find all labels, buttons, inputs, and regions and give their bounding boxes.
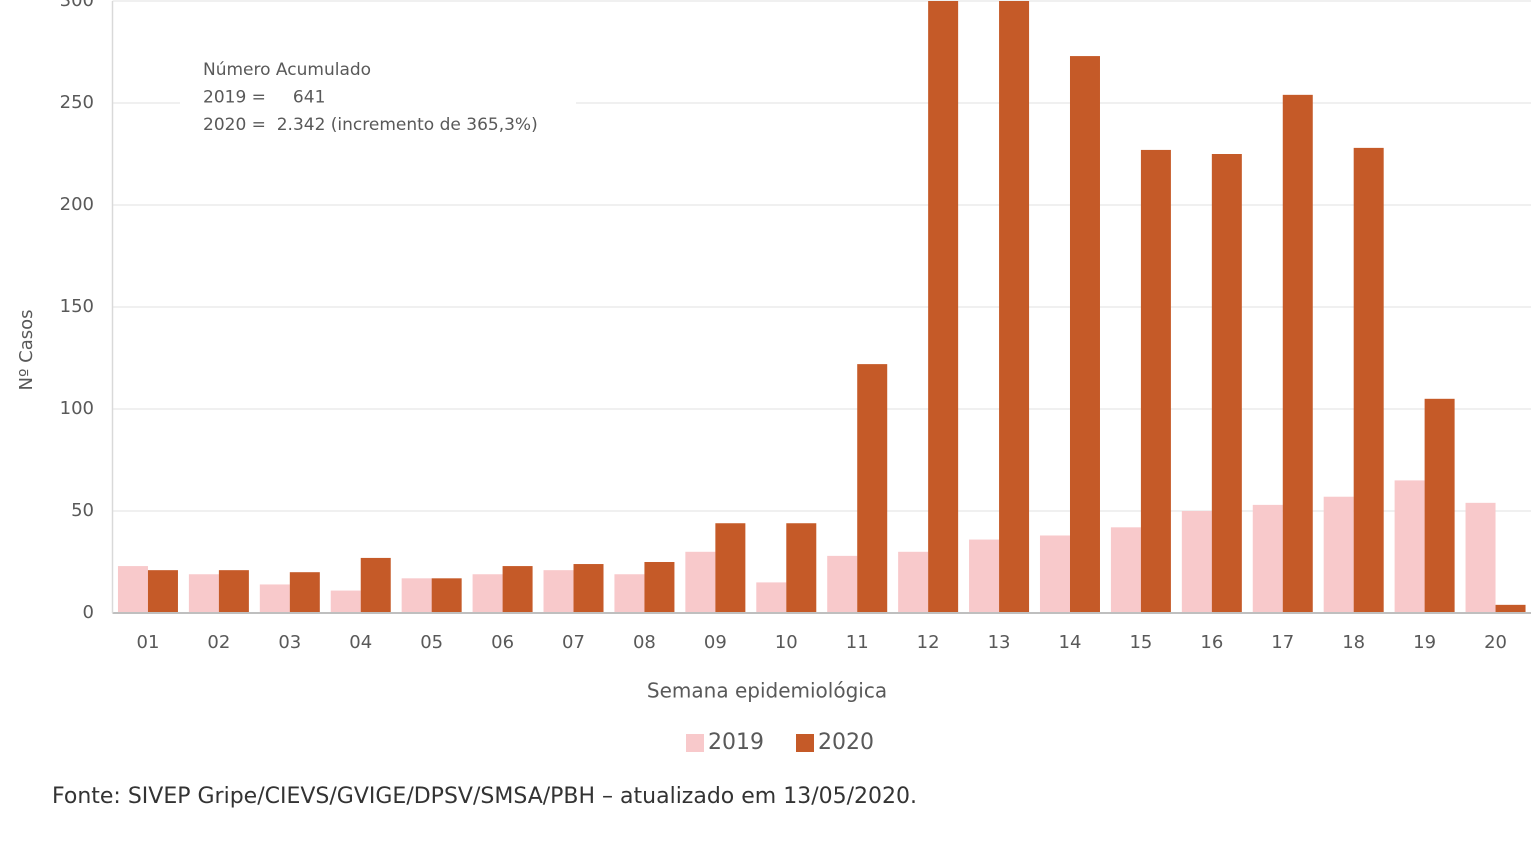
x-tick-label: 10 xyxy=(775,632,798,653)
x-tick-label: 06 xyxy=(491,632,514,653)
bar xyxy=(543,570,574,613)
bar xyxy=(715,523,746,613)
bar xyxy=(999,1,1030,613)
y-tick-label: 200 xyxy=(60,194,94,215)
bar xyxy=(1039,535,1070,613)
source: Fonte: SIVEP Gripe/CIEVS/GVIGE/DPSV/SMSA… xyxy=(52,784,917,809)
bar xyxy=(614,574,645,613)
bar xyxy=(259,584,290,613)
bar xyxy=(1424,398,1455,613)
bar xyxy=(786,523,817,613)
annotation: Número Acumulado xyxy=(203,60,371,80)
x-tick-label: 19 xyxy=(1413,632,1436,653)
bar xyxy=(289,572,320,613)
x-tick-label: 02 xyxy=(207,632,230,653)
bar xyxy=(969,539,1000,613)
y-tick-label: 150 xyxy=(60,296,94,317)
legend-label: 2019 xyxy=(708,730,764,755)
bar xyxy=(1069,56,1100,613)
x-tick-label: 04 xyxy=(349,632,372,653)
x-tick-label: 09 xyxy=(704,632,727,653)
bars xyxy=(117,1,1526,614)
bar xyxy=(827,555,858,613)
bar xyxy=(857,364,888,613)
x-tick-label: 20 xyxy=(1484,632,1507,653)
bar xyxy=(898,551,929,613)
x-tick-label: 14 xyxy=(1059,632,1082,653)
bar xyxy=(1110,527,1141,613)
y-axis-label: Nº Casos xyxy=(16,309,37,390)
annotation: 2020 = 2.342 (incremento de 365,3%) xyxy=(203,115,538,135)
bar xyxy=(1465,502,1496,613)
bar xyxy=(1495,604,1526,613)
x-tick-label: 03 xyxy=(278,632,301,653)
y-tick-label: 100 xyxy=(60,398,94,419)
bar xyxy=(188,574,219,613)
bar xyxy=(1394,480,1425,613)
x-tick-label: 15 xyxy=(1129,632,1152,653)
bar xyxy=(1181,511,1212,613)
bar xyxy=(1323,496,1354,613)
bar xyxy=(1140,149,1171,614)
annotation-box xyxy=(180,58,576,140)
bar xyxy=(147,570,178,613)
x-tick-label: 12 xyxy=(917,632,940,653)
legend-swatch xyxy=(796,734,814,752)
x-axis-label: Semana epidemiológica xyxy=(647,679,887,703)
x-tick-label: 11 xyxy=(846,632,869,653)
x-tick-label: 08 xyxy=(633,632,656,653)
bar xyxy=(117,566,148,613)
bar xyxy=(1353,147,1384,613)
bar xyxy=(502,566,533,613)
bar xyxy=(330,590,361,613)
labels: 0 50 100 150 200 250 300 01 02 03 04 05 06 07 08 09 10 11… xyxy=(60,0,1531,755)
bar xyxy=(573,564,604,613)
bar xyxy=(401,578,432,613)
x-tick-label: 18 xyxy=(1342,632,1365,653)
x-tick-label: 17 xyxy=(1271,632,1294,653)
bar xyxy=(685,551,716,613)
bar xyxy=(928,1,959,613)
x-tick-label: 01 xyxy=(137,632,160,653)
y-tick-label: 250 xyxy=(60,92,94,113)
y-tick-label: 50 xyxy=(71,500,94,521)
bar xyxy=(431,578,462,613)
x-tick-label: 16 xyxy=(1200,632,1223,653)
bar xyxy=(472,574,503,613)
bar xyxy=(360,557,391,613)
legend-label: 2020 xyxy=(818,730,874,755)
bar xyxy=(644,562,675,613)
annotation: 2019 = 641 xyxy=(203,88,325,108)
y-tick-label: 300 xyxy=(60,0,94,11)
x-tick-label: 07 xyxy=(562,632,585,653)
bar xyxy=(1282,94,1313,614)
bar xyxy=(756,582,787,613)
y-tick-label: 0 xyxy=(83,602,94,623)
legend-swatch xyxy=(686,734,704,752)
bar xyxy=(1252,504,1283,613)
bar xyxy=(218,570,249,613)
bar xyxy=(1211,154,1242,613)
x-tick-label: 05 xyxy=(420,632,443,653)
x-tick-label: 13 xyxy=(988,632,1011,653)
